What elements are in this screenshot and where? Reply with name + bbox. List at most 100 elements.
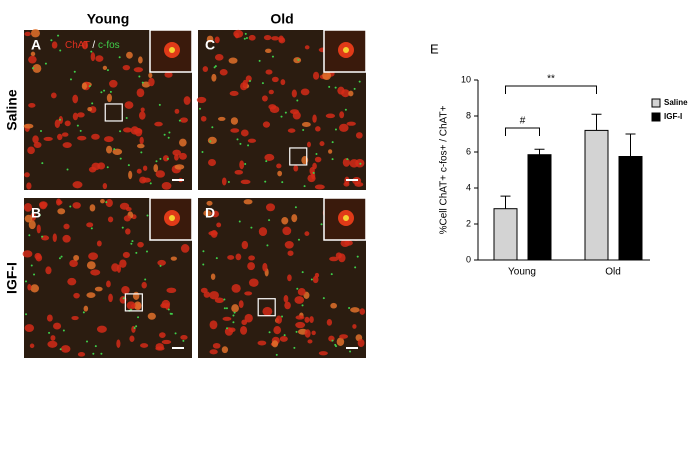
cell <box>221 346 229 354</box>
cell <box>219 69 228 76</box>
cfos-dot <box>59 118 62 121</box>
cell <box>102 183 108 190</box>
cell <box>263 34 272 41</box>
bar <box>584 129 609 261</box>
stain-part: c-fos <box>98 40 120 51</box>
cell <box>119 202 130 210</box>
cell <box>109 79 118 88</box>
cfos-dot <box>346 158 349 161</box>
cfos-dot <box>135 251 138 254</box>
cell <box>91 162 101 171</box>
cell <box>338 253 346 263</box>
cell <box>265 69 273 75</box>
cell <box>136 168 142 174</box>
cell <box>257 340 267 346</box>
cell <box>325 113 336 119</box>
cfos-dot <box>281 315 284 318</box>
cell <box>290 109 299 115</box>
cell <box>130 126 139 135</box>
cell <box>306 141 311 148</box>
cell <box>210 273 216 280</box>
cell <box>180 335 188 340</box>
bar <box>527 154 552 261</box>
cfos-dot <box>82 311 85 314</box>
cfos-dot <box>223 298 226 301</box>
stain-part: ChAT <box>65 40 90 51</box>
cfos-dot <box>215 257 218 260</box>
x-tick-label: Young <box>508 267 536 278</box>
row-label: Saline <box>4 89 20 130</box>
cell <box>295 315 305 320</box>
cfos-dot <box>258 59 261 62</box>
cfos-dot <box>178 119 181 122</box>
cell <box>133 301 142 311</box>
cell <box>214 36 220 44</box>
cfos-dot <box>91 102 94 105</box>
cfos-dot <box>41 162 44 165</box>
cell <box>62 142 72 149</box>
cell <box>287 274 292 282</box>
cfos-dot <box>199 107 202 110</box>
cell <box>262 306 273 316</box>
cell <box>206 35 214 43</box>
cell <box>137 143 145 149</box>
cfos-dot <box>90 227 93 230</box>
cfos-dot <box>331 158 334 161</box>
cell <box>203 291 211 298</box>
cfos-dot <box>239 142 242 145</box>
y-tick-label: 8 <box>466 110 471 120</box>
x-tick-label: Old <box>605 267 621 278</box>
cell <box>319 141 325 147</box>
cell <box>247 138 257 143</box>
cell <box>23 123 34 129</box>
cell <box>23 202 33 212</box>
cell <box>81 40 88 50</box>
cfos-dot <box>201 150 204 153</box>
cell <box>87 106 93 112</box>
row-label: IGF-I <box>4 262 20 294</box>
cell <box>291 214 298 223</box>
cfos-dot <box>359 162 362 165</box>
cell <box>355 132 363 139</box>
significance-label: # <box>520 116 526 127</box>
cell <box>141 281 147 289</box>
cfos-dot <box>62 329 65 332</box>
stain-part: / <box>92 40 95 51</box>
cell <box>140 343 149 348</box>
cell <box>240 82 248 91</box>
cell <box>280 79 286 86</box>
cell <box>239 160 245 170</box>
cfos-dot <box>232 321 235 324</box>
cell <box>30 51 36 57</box>
cfos-dot <box>158 103 161 106</box>
cfos-dot <box>310 278 313 281</box>
cell <box>240 179 251 185</box>
inset-cell <box>343 215 349 221</box>
y-tick-label: 6 <box>466 146 471 156</box>
cell <box>73 292 80 299</box>
cell <box>47 340 58 348</box>
cell <box>276 163 282 169</box>
cell <box>341 89 350 98</box>
cell <box>227 255 235 260</box>
cfos-dot <box>238 220 241 223</box>
cell <box>137 241 144 248</box>
panel-letter: D <box>205 205 215 221</box>
cfos-dot <box>315 152 318 155</box>
cell <box>102 65 108 71</box>
cell <box>271 340 279 348</box>
cell <box>24 31 31 37</box>
cell <box>281 216 289 225</box>
micrographs: A B C D ChAT / c-fos <box>22 29 367 358</box>
cell <box>343 181 350 187</box>
cfos-dot <box>106 166 109 169</box>
cell <box>126 301 136 310</box>
cell <box>222 316 232 321</box>
cfos-dot <box>133 327 136 330</box>
cell <box>90 269 101 276</box>
cell <box>282 226 292 236</box>
cfos-dot <box>271 55 274 58</box>
cell <box>50 335 56 341</box>
cell <box>28 103 36 108</box>
